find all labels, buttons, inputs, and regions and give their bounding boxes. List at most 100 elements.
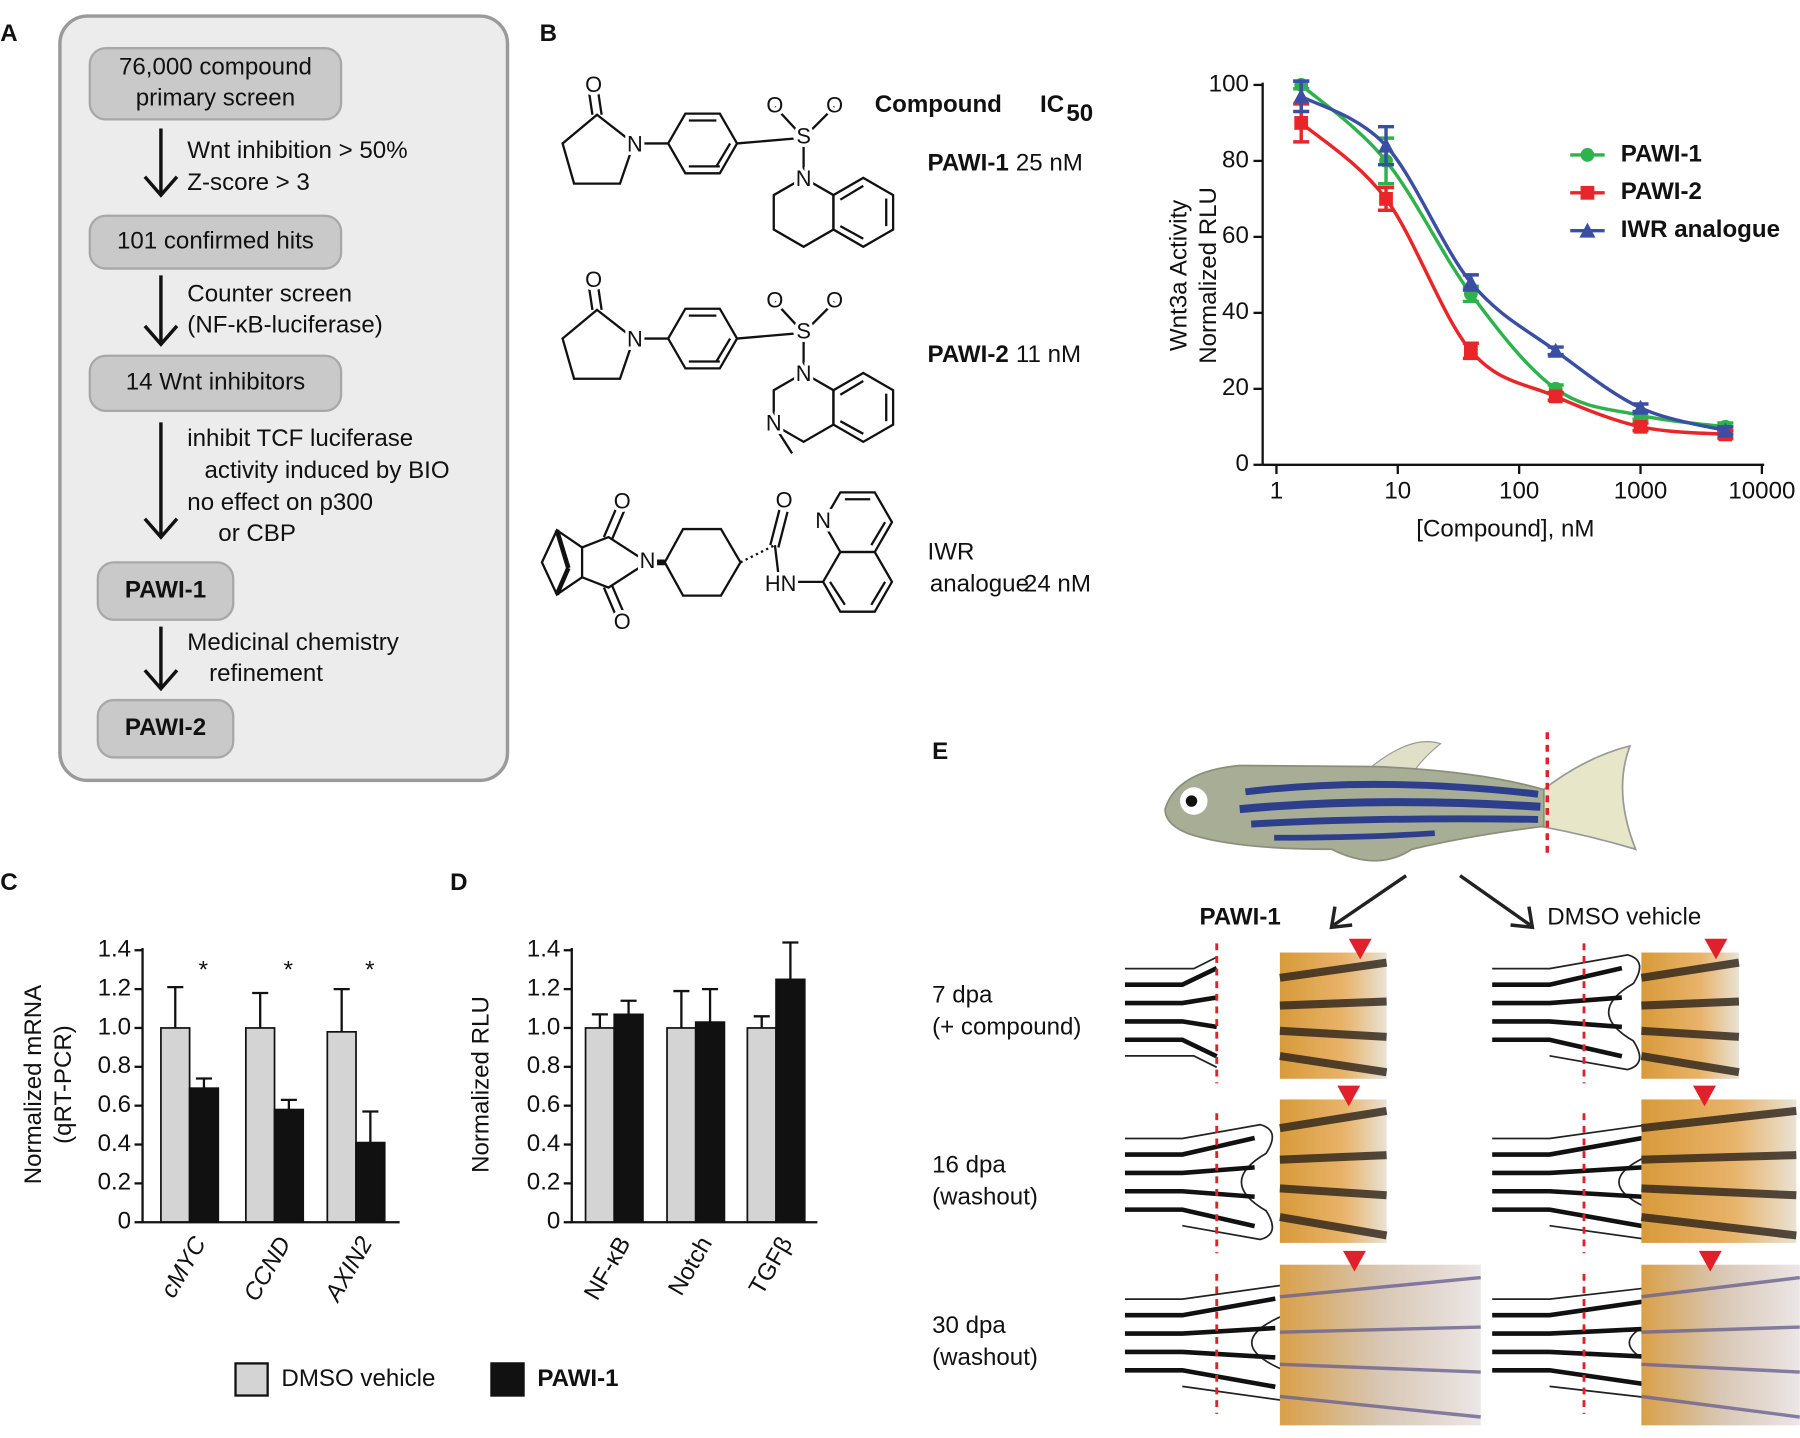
- flow-box-label: PAWI-1: [125, 576, 206, 603]
- y-tick-label: 0.2: [98, 1169, 132, 1196]
- fin-outline: [1124, 956, 1218, 1069]
- regrowth-marker: [1342, 1250, 1366, 1272]
- atom-label: N: [627, 132, 643, 157]
- row-label: 30 dpa: [932, 1312, 1006, 1339]
- axes: [570, 947, 818, 1224]
- legend-marker: [1580, 185, 1595, 200]
- fin-ray: [1124, 1325, 1276, 1336]
- table-header-sub: 50: [1066, 100, 1093, 127]
- compound-ic50: 11 nM: [1016, 341, 1081, 368]
- charts: 0 20 40 60 80 100 1 10 100 1000 10000 [Compound], n…: [20, 70, 1795, 1397]
- column-label: PAWI-1: [1200, 903, 1281, 930]
- marker: [1717, 422, 1734, 438]
- error-bar: [591, 1013, 608, 1028]
- fin-stripe: [1279, 1213, 1388, 1240]
- fin-stripe: [1641, 1325, 1800, 1334]
- fin-stripe: [1641, 1184, 1797, 1200]
- error-bar: [280, 1098, 297, 1110]
- y-axis-label: (qRT-PCR): [50, 1025, 77, 1144]
- marker: [1548, 389, 1563, 404]
- y-tick-label: 0.2: [527, 1169, 561, 1196]
- marker: [1377, 137, 1395, 153]
- legend-label: DMSO vehicle: [281, 1365, 435, 1392]
- bar: [613, 1013, 644, 1224]
- x-tick-label: 10000: [1728, 478, 1795, 505]
- fin-ray: [1124, 1165, 1255, 1176]
- flow-step-text: no effect on p300: [187, 489, 373, 516]
- y-tick-label: 1.0: [527, 1013, 561, 1040]
- flow-box-label: PAWI-2: [125, 714, 206, 741]
- panel-label: A: [0, 20, 17, 47]
- significance-mark: *: [365, 956, 374, 983]
- y-axis-label: Normalized RLU: [1195, 187, 1222, 364]
- fin-ray: [1492, 1207, 1643, 1229]
- atom-label: N: [627, 327, 643, 352]
- fin-stripe: [1279, 1151, 1387, 1164]
- x-tick-label: 10: [1384, 478, 1411, 505]
- fit-line: [1300, 83, 1726, 429]
- fit-line: [1300, 121, 1726, 437]
- flow-step-text: refinement: [209, 660, 323, 687]
- atom-label: S: [796, 123, 811, 148]
- atom-label: N: [815, 508, 831, 533]
- compound-ic50: 25 nM: [1016, 149, 1083, 176]
- marker: [1294, 116, 1309, 130]
- atom-label: S: [796, 319, 811, 344]
- flow-step-text: or CBP: [218, 520, 296, 547]
- fin-stripe: [1640, 1213, 1797, 1240]
- fin-stripe: [1279, 997, 1387, 1010]
- fin-stripe: [1641, 1026, 1740, 1041]
- legend-label: PAWI-2: [1621, 178, 1702, 205]
- flow-box-label: 76,000 compound: [119, 54, 312, 81]
- flowchart: 76,000 compound primary screen 101 confirm…: [88, 47, 450, 759]
- atom-label: O: [585, 267, 602, 292]
- fin-ray: [1124, 1037, 1218, 1059]
- y-tick-label: 0: [547, 1208, 560, 1235]
- y-axis-label: Normalized mRNA: [20, 984, 47, 1184]
- structure-iwr: [540, 491, 894, 621]
- row-label: (+ compound): [932, 1014, 1081, 1041]
- fin-ray: [1124, 1296, 1276, 1318]
- panel-e: PAWI-1 DMSO vehicle 7 dpa (+ compound) 16 dp…: [932, 903, 1800, 1426]
- row-label: 7 dpa: [932, 982, 993, 1009]
- marker: [1547, 342, 1564, 358]
- atom-label: N: [766, 410, 782, 435]
- y-tick-label: 0.6: [98, 1091, 132, 1118]
- compound-name: analogue: [930, 571, 1029, 598]
- legend-label: PAWI-1: [1621, 140, 1702, 167]
- fin-stripe: [1641, 997, 1740, 1010]
- flow-step-text: Wnt inhibition > 50%: [187, 137, 407, 164]
- error-bar: [252, 991, 269, 1028]
- fin-ray: [1492, 1037, 1623, 1059]
- regrowth-marker: [1693, 1085, 1716, 1107]
- atom-label: HN: [765, 571, 796, 596]
- flow-arrowhead: [143, 324, 179, 347]
- bar: [244, 1027, 276, 1224]
- atom-label: N: [796, 166, 812, 191]
- fin-ray: [1124, 995, 1218, 1006]
- bar: [775, 978, 806, 1224]
- significance-mark: *: [199, 956, 208, 983]
- y-axis-label: Wnt3a Activity: [1165, 200, 1192, 351]
- compound-name: IWR: [928, 539, 975, 566]
- marker: [1293, 88, 1310, 104]
- flow-box-label: primary screen: [136, 85, 295, 112]
- row-label: (washout): [932, 1344, 1038, 1371]
- x-axis-label: [Compound], nM: [1416, 516, 1594, 543]
- fin-stripe: [1640, 1052, 1740, 1077]
- marker: [1632, 399, 1649, 415]
- fin-stripe: [1279, 1394, 1481, 1419]
- flow-step-text: Counter screen: [187, 280, 352, 307]
- panel-label: C: [0, 869, 17, 896]
- error-bar: [167, 986, 184, 1028]
- fin-ray: [1124, 1207, 1256, 1229]
- x-tick-label: 1: [1270, 478, 1283, 505]
- compound-table: Compound IC 50 PAWI-1 25 nM PAWI-2 11 nM IWR ana…: [875, 91, 1093, 598]
- error-bar: [333, 987, 350, 1032]
- fin-stripe: [1279, 1325, 1481, 1334]
- panel-label: D: [450, 869, 467, 896]
- fin-stripe: [1641, 1151, 1797, 1164]
- fin-stripe: [1641, 1394, 1800, 1419]
